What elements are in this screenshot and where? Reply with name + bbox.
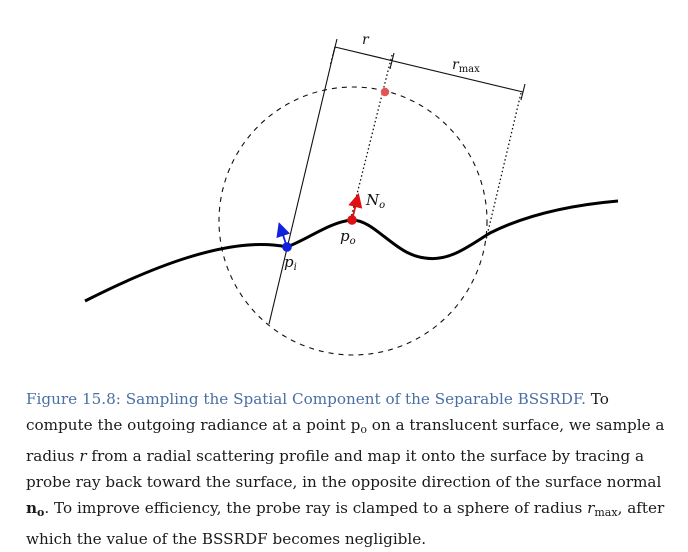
probe-ray-pi — [268, 46, 336, 325]
sphere-sample-point — [380, 87, 390, 97]
rmax-label: rmax — [452, 57, 480, 75]
normal-label: No — [365, 191, 385, 211]
dimension-line — [334, 46, 524, 93]
bssrdf-diagram: r rmax No po pi — [84, 32, 619, 356]
r-label: r — [362, 32, 370, 48]
dimension-tick-left — [332, 38, 338, 56]
dimension-tick-right — [520, 83, 526, 101]
caption-po-subscript: o — [360, 423, 367, 436]
caption-rmax-symbol: r — [587, 499, 595, 517]
pi-label: pi — [284, 253, 297, 273]
caption-text-3: from a radial scattering profile and map… — [26, 447, 662, 491]
pi-ray-extension — [329, 46, 336, 67]
caption-normal-subscript: o — [37, 506, 45, 519]
caption-rmax-subscript: max — [594, 506, 618, 519]
caption-text-5: , after which the value of the BSSRDF be… — [26, 499, 665, 548]
caption-title: Figure 15.8: Sampling the Spatial Compon… — [26, 390, 586, 408]
caption-text-1: To compute the outgoing radiance at a po… — [26, 390, 609, 434]
po-label: po — [340, 227, 356, 247]
point-po — [347, 215, 357, 225]
dimension-tick-mid — [389, 52, 395, 70]
caption-text-2: on a translucent surface, we sample a ra… — [26, 416, 665, 465]
caption-normal-symbol: n — [26, 499, 38, 517]
caption-r-symbol: r — [79, 447, 87, 465]
point-pi — [282, 242, 292, 252]
figure-caption: Figure 15.8: Sampling the Spatial Compon… — [26, 386, 676, 552]
probe-sphere — [218, 86, 488, 356]
probe-ray-po — [350, 54, 393, 219]
caption-text-4: . To improve efficiency, the probe ray i… — [44, 499, 588, 517]
rmax-ray — [485, 92, 522, 241]
surface-curve — [84, 199, 619, 303]
